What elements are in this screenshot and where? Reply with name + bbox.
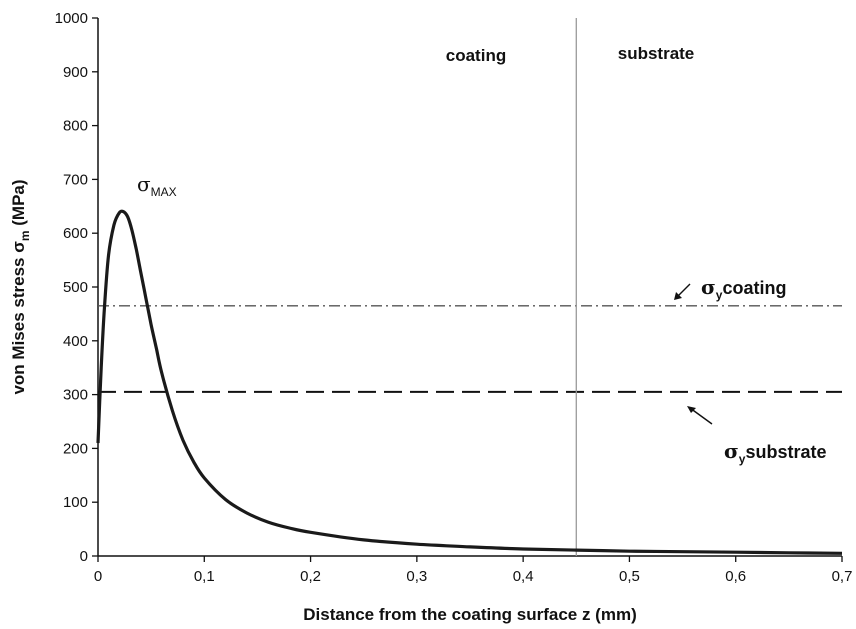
y-tick-label: 200 bbox=[63, 440, 88, 457]
x-tick-label: 0,7 bbox=[832, 568, 853, 585]
substrate-arrow-head bbox=[687, 406, 696, 413]
x-tick-label: 0,3 bbox=[406, 568, 427, 585]
substrate-yield-label: σysubstrate bbox=[724, 439, 826, 466]
sigma-max-label: σMAX bbox=[137, 172, 177, 199]
x-tick-label: 0,5 bbox=[619, 568, 640, 585]
x-tick-label: 0,1 bbox=[194, 568, 215, 585]
region-substrate-label: substrate bbox=[618, 44, 695, 63]
x-tick-label: 0,4 bbox=[513, 568, 534, 585]
x-tick-label: 0,6 bbox=[725, 568, 746, 585]
von-mises-curve bbox=[96, 209, 843, 555]
y-tick-label: 700 bbox=[63, 171, 88, 188]
y-tick-label: 900 bbox=[63, 64, 88, 81]
y-tick-label: 100 bbox=[63, 494, 88, 511]
y-ticks: 0 100 200 300 400 500 600 700 800 900 1000 bbox=[55, 10, 98, 565]
x-axis-title: Distance from the coating surface z (mm) bbox=[303, 605, 636, 624]
y-tick-label: 1000 bbox=[55, 10, 88, 27]
y-axis-title: von Mises stress σm (MPa) bbox=[9, 179, 32, 394]
substrate-arrow bbox=[689, 407, 713, 425]
y-tick-label: 600 bbox=[63, 225, 88, 242]
y-tick-label: 500 bbox=[63, 279, 88, 296]
y-tick-label: 300 bbox=[63, 387, 88, 404]
x-tick-label: 0,2 bbox=[300, 568, 321, 585]
y-tick-label: 400 bbox=[63, 333, 88, 350]
coating-arrow-head bbox=[674, 292, 682, 300]
y-tick-label: 0 bbox=[80, 548, 88, 565]
y-tick-label: 800 bbox=[63, 118, 88, 135]
x-tick-label: 0 bbox=[94, 568, 102, 585]
x-ticks: 0 0,1 0,2 0,3 0,4 0,5 0,6 0,7 bbox=[94, 556, 853, 585]
coating-yield-label: σycoating bbox=[701, 275, 786, 302]
region-coating-label: coating bbox=[446, 46, 506, 65]
